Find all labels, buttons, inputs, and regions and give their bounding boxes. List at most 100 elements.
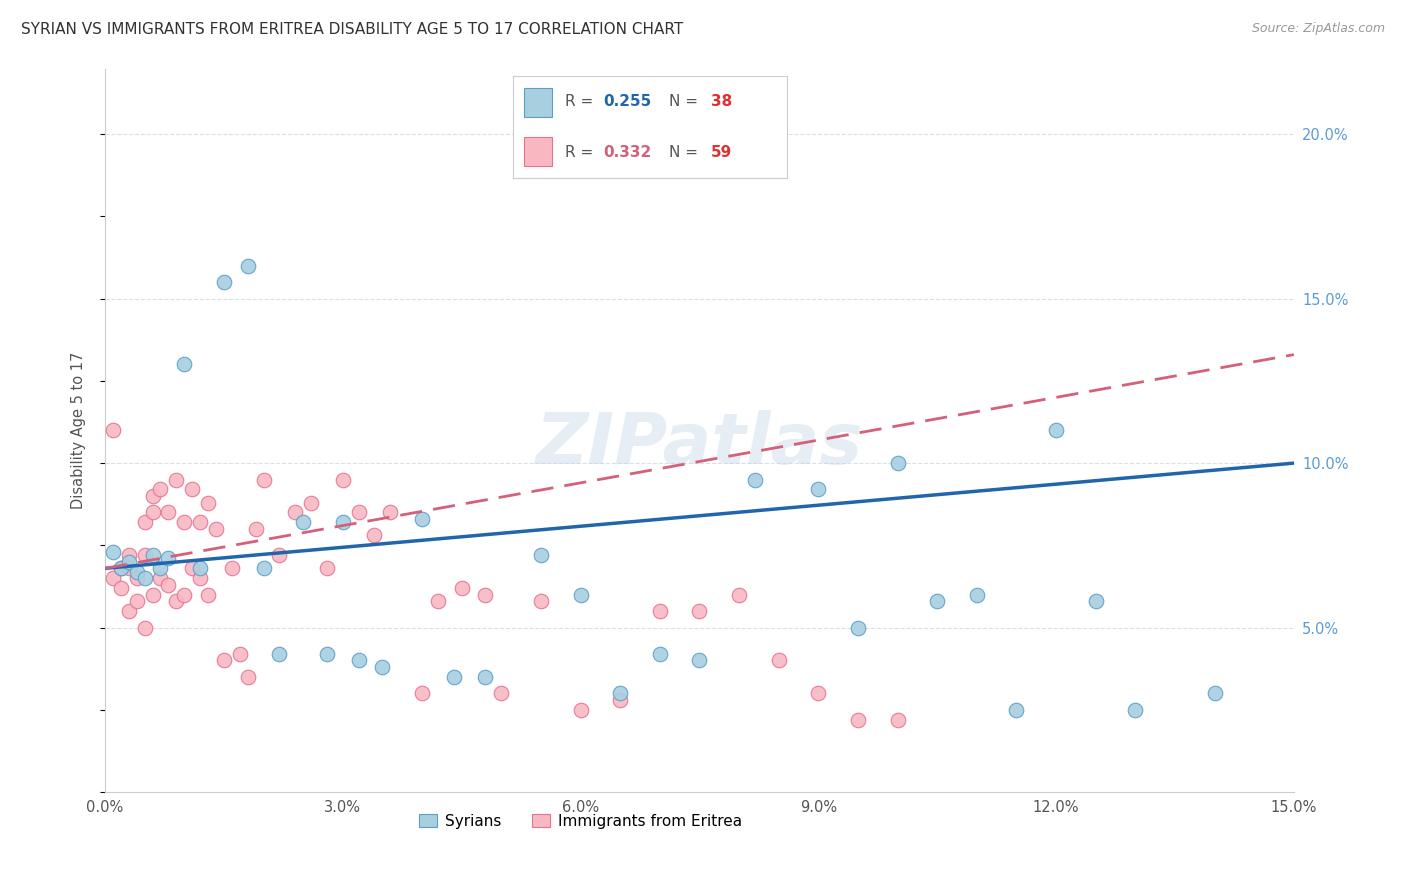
Point bbox=[157, 505, 180, 519]
Point bbox=[118, 548, 141, 562]
Point bbox=[165, 594, 187, 608]
Point bbox=[236, 670, 259, 684]
Point bbox=[188, 571, 211, 585]
Text: 0.332: 0.332 bbox=[603, 145, 652, 160]
Point bbox=[149, 571, 172, 585]
Point bbox=[1125, 703, 1147, 717]
Point bbox=[141, 489, 163, 503]
Point bbox=[212, 275, 235, 289]
Point bbox=[886, 713, 908, 727]
Point bbox=[157, 551, 180, 566]
Point bbox=[110, 581, 132, 595]
Point bbox=[181, 483, 204, 497]
Point bbox=[141, 588, 163, 602]
Point bbox=[165, 473, 187, 487]
Point bbox=[609, 686, 631, 700]
Point bbox=[443, 670, 465, 684]
Point bbox=[688, 653, 710, 667]
Point bbox=[229, 647, 252, 661]
Point bbox=[221, 561, 243, 575]
Point bbox=[491, 686, 513, 700]
Point bbox=[609, 693, 631, 707]
Bar bbox=[524, 88, 551, 117]
Point bbox=[927, 594, 949, 608]
Y-axis label: Disability Age 5 to 17: Disability Age 5 to 17 bbox=[72, 351, 86, 509]
Point bbox=[101, 545, 124, 559]
Point bbox=[173, 358, 195, 372]
Point bbox=[149, 561, 172, 575]
Text: R =: R = bbox=[565, 145, 599, 160]
Point bbox=[269, 647, 291, 661]
Point bbox=[1204, 686, 1226, 700]
Point bbox=[134, 516, 156, 530]
Point bbox=[332, 473, 354, 487]
Point bbox=[316, 647, 339, 661]
Point bbox=[426, 594, 449, 608]
Bar bbox=[524, 137, 551, 166]
Point bbox=[188, 561, 211, 575]
Point bbox=[181, 561, 204, 575]
Point bbox=[118, 555, 141, 569]
Point bbox=[966, 588, 988, 602]
Point bbox=[768, 653, 790, 667]
Point bbox=[252, 473, 274, 487]
Point bbox=[236, 259, 259, 273]
Point bbox=[728, 588, 751, 602]
Point bbox=[125, 594, 148, 608]
Point bbox=[363, 528, 385, 542]
Text: N =: N = bbox=[669, 145, 703, 160]
Text: SYRIAN VS IMMIGRANTS FROM ERITREA DISABILITY AGE 5 TO 17 CORRELATION CHART: SYRIAN VS IMMIGRANTS FROM ERITREA DISABI… bbox=[21, 22, 683, 37]
Point bbox=[125, 565, 148, 579]
Point bbox=[299, 495, 322, 509]
Text: Source: ZipAtlas.com: Source: ZipAtlas.com bbox=[1251, 22, 1385, 36]
Point bbox=[188, 516, 211, 530]
Point bbox=[118, 561, 141, 575]
Point bbox=[569, 588, 592, 602]
Point bbox=[101, 423, 124, 437]
Point bbox=[149, 483, 172, 497]
Point bbox=[173, 588, 195, 602]
Point bbox=[101, 571, 124, 585]
Point bbox=[450, 581, 472, 595]
Point bbox=[648, 647, 671, 661]
Point bbox=[744, 473, 766, 487]
Point bbox=[846, 621, 869, 635]
Point bbox=[110, 561, 132, 575]
Point bbox=[886, 456, 908, 470]
Point bbox=[316, 561, 339, 575]
Point bbox=[245, 522, 267, 536]
Point bbox=[141, 505, 163, 519]
Point bbox=[284, 505, 307, 519]
Point bbox=[530, 548, 553, 562]
Point bbox=[134, 571, 156, 585]
Point bbox=[380, 505, 402, 519]
Point bbox=[530, 594, 553, 608]
Point bbox=[118, 604, 141, 618]
Point bbox=[474, 670, 496, 684]
Point bbox=[269, 548, 291, 562]
Text: 0.255: 0.255 bbox=[603, 95, 652, 110]
Point bbox=[134, 621, 156, 635]
Point bbox=[197, 588, 219, 602]
Point bbox=[411, 686, 433, 700]
Point bbox=[205, 522, 228, 536]
Point bbox=[1084, 594, 1107, 608]
Point bbox=[807, 686, 830, 700]
Point bbox=[252, 561, 274, 575]
Point bbox=[1005, 703, 1028, 717]
Text: ZIPatlas: ZIPatlas bbox=[536, 410, 863, 479]
Point bbox=[569, 703, 592, 717]
Point bbox=[347, 653, 370, 667]
Point bbox=[332, 516, 354, 530]
Point bbox=[197, 495, 219, 509]
Point bbox=[1045, 423, 1067, 437]
Text: 59: 59 bbox=[710, 145, 733, 160]
Point bbox=[110, 561, 132, 575]
Point bbox=[157, 578, 180, 592]
Point bbox=[371, 660, 394, 674]
Point bbox=[141, 548, 163, 562]
Point bbox=[212, 653, 235, 667]
Text: R =: R = bbox=[565, 95, 599, 110]
Point bbox=[648, 604, 671, 618]
Point bbox=[411, 512, 433, 526]
